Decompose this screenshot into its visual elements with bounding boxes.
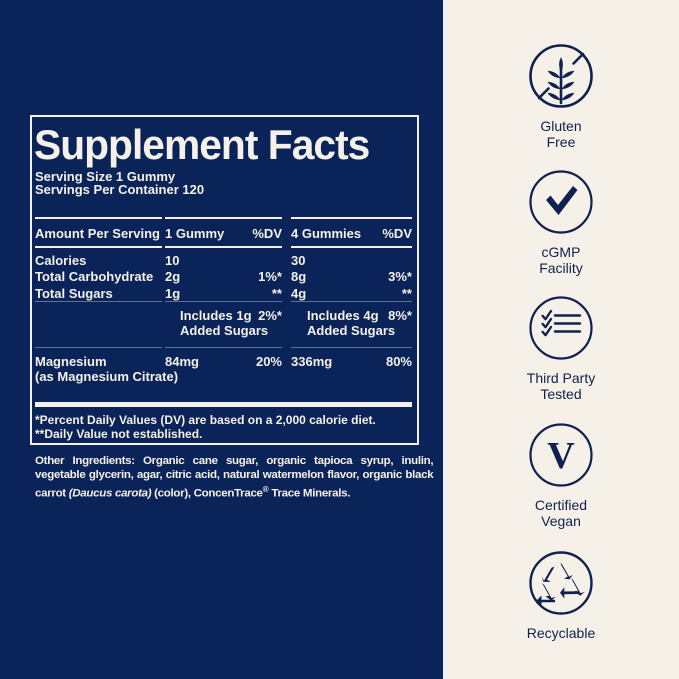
svg-text:V: V bbox=[547, 435, 575, 477]
